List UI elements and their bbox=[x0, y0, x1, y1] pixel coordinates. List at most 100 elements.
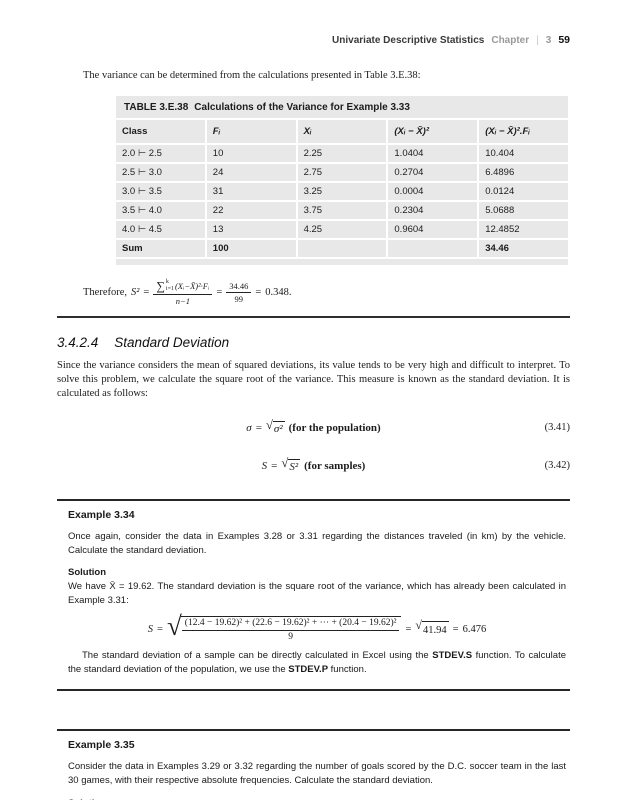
equals-sign: = bbox=[452, 623, 459, 635]
cell-devfi: 12.4852 bbox=[479, 221, 568, 238]
eq-lhs: S bbox=[261, 459, 268, 472]
eq-lhs: σ bbox=[246, 421, 252, 434]
running-head-chapter-number: 3 bbox=[545, 35, 552, 46]
numeric-fraction: 34.46 99 bbox=[226, 281, 252, 304]
column-header-squared-deviation: (Xᵢ − X̄)² bbox=[388, 120, 478, 143]
summation-symbol: ∑ k i=1 bbox=[156, 278, 174, 293]
denominator-expression: n−1 bbox=[175, 295, 190, 306]
solution-text: We have X̄ = 19.62. The standard deviati… bbox=[68, 581, 566, 606]
column-header-fi: Fᵢ bbox=[206, 120, 296, 143]
variance-table-grid: TABLE 3.E.38 Calculations of the Variance… bbox=[114, 94, 570, 267]
radical-sign: √ bbox=[166, 610, 182, 641]
cell-fi: 13 bbox=[206, 221, 296, 238]
cell-devfi: 5.0688 bbox=[479, 202, 568, 219]
sum-label: Sum bbox=[116, 240, 205, 257]
table-title: Calculations of the Variance for Example… bbox=[194, 102, 410, 113]
table-row: 4.0 ⊢ 4.5 13 4.25 0.9604 12.4852 bbox=[116, 221, 568, 238]
solution-label: Solution bbox=[68, 567, 106, 579]
table-title-row: TABLE 3.E.38 Calculations of the Variance… bbox=[116, 96, 568, 118]
formula-lhs: S² bbox=[131, 286, 140, 298]
cell-xi: 3.25 bbox=[297, 183, 387, 200]
table-footer-pad bbox=[116, 259, 568, 265]
sum-upper-limit: k bbox=[165, 279, 169, 285]
equals-sign: = bbox=[255, 421, 262, 434]
excel-note: The standard deviation of a sample can b… bbox=[68, 650, 566, 676]
cell-devfi: 0.0124 bbox=[479, 183, 568, 200]
table-row: 3.0 ⊢ 3.5 31 3.25 0.0004 0.0124 bbox=[116, 183, 568, 200]
table-label: TABLE 3.E.38 bbox=[124, 102, 189, 113]
cell-fi: 10 bbox=[206, 145, 296, 162]
equals-sign: = bbox=[216, 286, 223, 298]
section-heading: 3.4.2.4 Standard Deviation bbox=[57, 335, 570, 350]
table-sum-row: Sum 100 34.46 bbox=[116, 240, 568, 257]
stdev-formula: S = √ (12.4 − 19.62)² + (22.6 − 19.62)² +… bbox=[68, 610, 566, 644]
equals-sign: = bbox=[405, 623, 412, 635]
eq-note: (for the population) bbox=[288, 421, 381, 434]
denominator-expression: 9 bbox=[288, 631, 293, 642]
equals-sign: = bbox=[271, 459, 278, 472]
cell-xi: 4.25 bbox=[297, 221, 387, 238]
table-row: 2.0 ⊢ 2.5 10 2.25 1.0404 10.404 bbox=[116, 145, 568, 162]
radicand: σ² bbox=[272, 420, 285, 435]
variance-table: TABLE 3.E.38 Calculations of the Variance… bbox=[114, 94, 570, 267]
table-row: 3.5 ⊢ 4.0 22 3.75 0.2304 5.0688 bbox=[116, 202, 568, 219]
cell-devfi: 10.404 bbox=[479, 145, 568, 162]
cell-class: 3.0 ⊢ 3.5 bbox=[116, 183, 205, 200]
numerator-expression: (12.4 − 19.62)² + (22.6 − 19.62)² + ⋯ + … bbox=[181, 618, 400, 631]
sum-fraction: ∑ k i=1 (Xᵢ−X̄)²·Fᵢ n−1 bbox=[153, 278, 213, 306]
example-3-34-box: Example 3.34 Once again, consider the da… bbox=[57, 498, 570, 691]
table-row: 2.5 ⊢ 3.0 24 2.75 0.2704 6.4896 bbox=[116, 164, 568, 181]
cell-xi: 2.25 bbox=[297, 145, 387, 162]
equation-3-42: S = √ S² (for samples) (3.42) bbox=[57, 455, 570, 477]
example-3-35-box: Example 3.35 Consider the data in Exampl… bbox=[57, 728, 570, 800]
column-header-xi: Xᵢ bbox=[297, 120, 387, 143]
cell-dev: 0.2704 bbox=[388, 164, 478, 181]
example-title: Example 3.35 bbox=[68, 738, 135, 751]
cell-class: 4.0 ⊢ 4.5 bbox=[116, 221, 205, 238]
square-root: √ (12.4 − 19.62)² + (22.6 − 19.62)² + ⋯ +… bbox=[166, 610, 402, 644]
example-statement: Once again, consider the data in Example… bbox=[68, 530, 566, 556]
cell-class: 2.5 ⊢ 3.0 bbox=[116, 164, 205, 181]
cell-fi: 31 bbox=[206, 183, 296, 200]
page-number: 59 bbox=[558, 34, 570, 46]
running-head-chapter-label: Chapter bbox=[491, 35, 530, 46]
radical-sign: √ bbox=[415, 617, 423, 632]
sum-fi: 100 bbox=[206, 240, 296, 257]
section-paragraph: Since the variance considers the mean of… bbox=[57, 359, 570, 399]
table-header-row: Class Fᵢ Xᵢ (Xᵢ − X̄)² (Xᵢ − X̄)².Fᵢ bbox=[116, 120, 568, 143]
running-head-title: Univariate Descriptive Statistics bbox=[332, 35, 485, 46]
formula-result: 0.348. bbox=[265, 286, 292, 298]
numerator-expression: (Xᵢ−X̄)²·Fᵢ bbox=[174, 280, 210, 291]
example-box-bottom-rule bbox=[57, 315, 570, 318]
equation-3-41: σ = √ σ² (for the population) (3.41) bbox=[57, 417, 570, 439]
equals-sign: = bbox=[143, 286, 150, 298]
cell-dev: 0.9604 bbox=[388, 221, 478, 238]
formula-prefix: Therefore, bbox=[83, 286, 128, 298]
radical-sign: √ bbox=[265, 417, 273, 432]
equation-number: (3.41) bbox=[544, 422, 570, 434]
sum-devfi: 34.46 bbox=[479, 240, 568, 257]
radicand: 41.94 bbox=[422, 620, 449, 638]
formula-result: 6.476 bbox=[462, 623, 487, 635]
cell-xi: 2.75 bbox=[297, 164, 387, 181]
equals-sign: = bbox=[255, 286, 262, 298]
example-statement: Consider the data in Examples 3.29 or 3.… bbox=[68, 761, 566, 786]
cell-xi: 3.75 bbox=[297, 202, 387, 219]
cell-dev: 0.2304 bbox=[388, 202, 478, 219]
cell-fi: 24 bbox=[206, 164, 296, 181]
square-root: √ σ² bbox=[265, 417, 285, 435]
cell-dev: 1.0404 bbox=[388, 145, 478, 162]
equals-sign: = bbox=[157, 623, 163, 635]
cell-fi: 22 bbox=[206, 202, 296, 219]
radicand: S² bbox=[288, 458, 301, 473]
variance-result-formula: Therefore, S² = ∑ k i=1 (Xᵢ−X̄)²·Fᵢ n−1 … bbox=[57, 279, 570, 306]
intro-paragraph: The variance can be determined from the … bbox=[83, 70, 421, 81]
radical-sign: √ bbox=[281, 455, 289, 470]
column-header-squared-deviation-fi: (Xᵢ − X̄)².Fᵢ bbox=[479, 120, 568, 143]
example-title: Example 3.34 bbox=[68, 508, 135, 521]
section-number: 3.4.2.4 bbox=[57, 334, 99, 350]
formula-lhs: S bbox=[147, 623, 154, 635]
square-root: √ S² bbox=[281, 455, 301, 473]
running-head-separator: | bbox=[536, 35, 539, 46]
